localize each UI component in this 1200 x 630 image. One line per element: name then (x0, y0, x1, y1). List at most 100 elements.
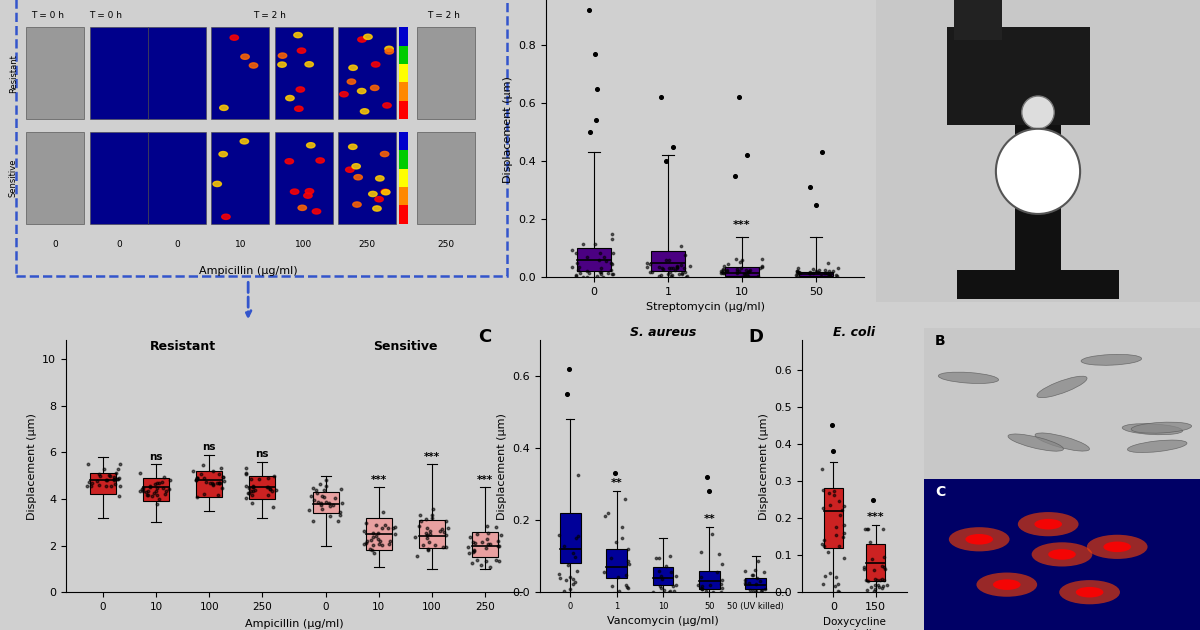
Point (730, 92, 749, 102)
Circle shape (222, 214, 230, 219)
Point (356, 538, 376, 548)
Point (872, 524, 892, 534)
Point (160, 475, 179, 485)
Point (82, 481, 101, 491)
Point (730, 266, 749, 277)
Bar (211, 132, 269, 224)
Circle shape (312, 209, 320, 214)
Bar (745, 578, 767, 588)
Bar (398, 45, 408, 64)
Circle shape (306, 142, 316, 148)
Point (373, 507, 392, 517)
Point (827, 522, 846, 532)
Point (713, 266, 732, 277)
Point (616, 570, 635, 580)
Point (186, 475, 205, 485)
Point (364, 532, 383, 542)
Bar (398, 169, 408, 187)
Point (432, 524, 451, 534)
Point (156, 486, 175, 496)
Point (109, 474, 128, 484)
Point (320, 501, 340, 512)
Point (868, 575, 887, 585)
Point (143, 491, 162, 501)
Point (311, 479, 330, 489)
Point (752, 261, 772, 272)
Point (148, 483, 167, 493)
Point (568, 566, 587, 576)
Point (599, 268, 618, 278)
Point (642, 267, 661, 277)
Bar (90, 27, 148, 119)
Point (874, 552, 893, 562)
Text: T = 0 h: T = 0 h (89, 11, 122, 20)
Point (566, 533, 586, 543)
Point (829, 587, 848, 597)
Point (829, 541, 848, 551)
Point (589, 255, 608, 265)
Circle shape (380, 189, 389, 194)
Circle shape (286, 96, 294, 101)
Point (481, 539, 500, 549)
Y-axis label: Displacement (μm): Displacement (μm) (497, 413, 506, 520)
Circle shape (380, 151, 389, 157)
Text: Sensitive: Sensitive (8, 159, 18, 197)
Bar (275, 132, 332, 224)
Circle shape (340, 91, 348, 97)
Point (787, 271, 806, 281)
Point (713, 583, 732, 593)
Point (743, 570, 762, 580)
Point (816, 265, 835, 275)
Point (752, 254, 772, 264)
Point (602, 269, 622, 279)
Circle shape (305, 188, 313, 194)
Point (748, 573, 767, 583)
Point (618, 556, 637, 566)
Point (204, 466, 223, 476)
Point (210, 478, 229, 488)
Point (857, 575, 876, 585)
Point (246, 484, 265, 495)
Point (101, 471, 120, 481)
Point (476, 542, 496, 553)
Point (821, 270, 840, 280)
Point (596, 256, 616, 266)
Point (745, 565, 764, 575)
Circle shape (364, 34, 372, 40)
Point (559, 559, 578, 570)
Bar (148, 132, 206, 224)
Point (460, 532, 479, 542)
Point (660, 586, 679, 596)
Ellipse shape (1122, 424, 1183, 435)
Point (822, 420, 841, 430)
Point (376, 520, 395, 530)
Circle shape (298, 48, 306, 54)
Ellipse shape (1128, 440, 1187, 452)
Point (736, 269, 755, 279)
Point (653, 264, 672, 274)
Text: 0: 0 (53, 240, 59, 249)
Point (490, 556, 509, 566)
Point (479, 539, 498, 549)
Point (660, 551, 679, 561)
Point (834, 532, 853, 542)
Point (323, 500, 342, 510)
Point (743, 570, 762, 580)
Point (652, 263, 671, 273)
Point (605, 468, 624, 478)
Point (800, 182, 820, 192)
Point (356, 518, 376, 529)
Bar (338, 132, 396, 224)
Point (649, 566, 668, 576)
Point (79, 478, 98, 488)
Point (820, 568, 839, 578)
Point (667, 263, 686, 273)
Point (860, 537, 880, 547)
Point (718, 266, 737, 276)
Point (674, 263, 694, 273)
Circle shape (374, 197, 383, 202)
Point (654, 585, 673, 595)
Point (653, 575, 672, 585)
Point (258, 473, 277, 483)
Point (208, 478, 227, 488)
